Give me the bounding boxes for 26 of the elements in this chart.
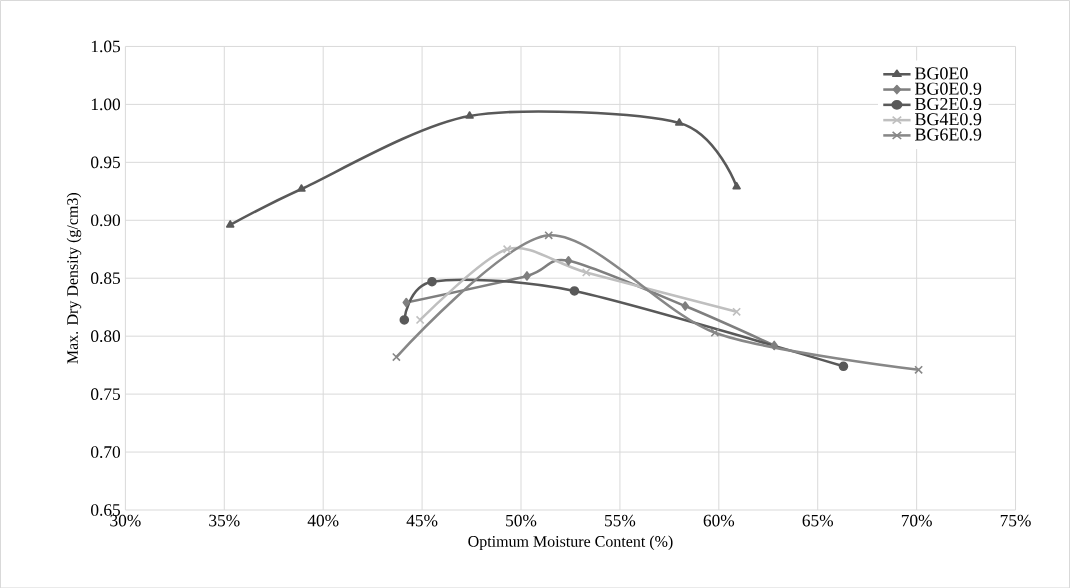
y-tick-label: 1.05 [91,40,121,53]
x-tick-label: 70% [901,514,932,527]
legend-label: BG0E0.9 [915,82,982,95]
legend-label: BG6E0.9 [915,128,982,141]
x-tick-label: 65% [802,514,834,527]
legend-label: BG2E0.9 [915,97,982,110]
x-tick-label: 30% [110,514,141,527]
y-tick-label: 0.70 [91,445,121,458]
x-tick-label: 35% [209,514,240,527]
y-tick-label: 1.00 [91,98,121,111]
y-tick-label: 0.80 [91,330,121,342]
x-tick-label: 60% [703,514,735,527]
y-axis-title: Max. Dry Density (g/cm3) [66,192,82,364]
y-tick-label: 0.95 [91,156,121,169]
y-tick-label: 0.65 [91,503,121,516]
x-tick-label: 55% [605,514,636,527]
legend-label: BG0E0 [915,67,968,80]
x-tick-label: 45% [406,514,438,527]
x-tick-label: 40% [307,514,339,527]
x-tick-label: 50% [506,514,537,527]
x-axis-title: Optimum Moisture Content (%) [468,535,673,550]
y-tick-label: 0.90 [91,214,121,226]
legend-label: BG4E0.9 [915,112,982,126]
y-tick-label: 0.75 [91,388,121,400]
x-tick-label: 75% [1000,514,1031,527]
y-tick-label: 0.85 [91,272,121,284]
